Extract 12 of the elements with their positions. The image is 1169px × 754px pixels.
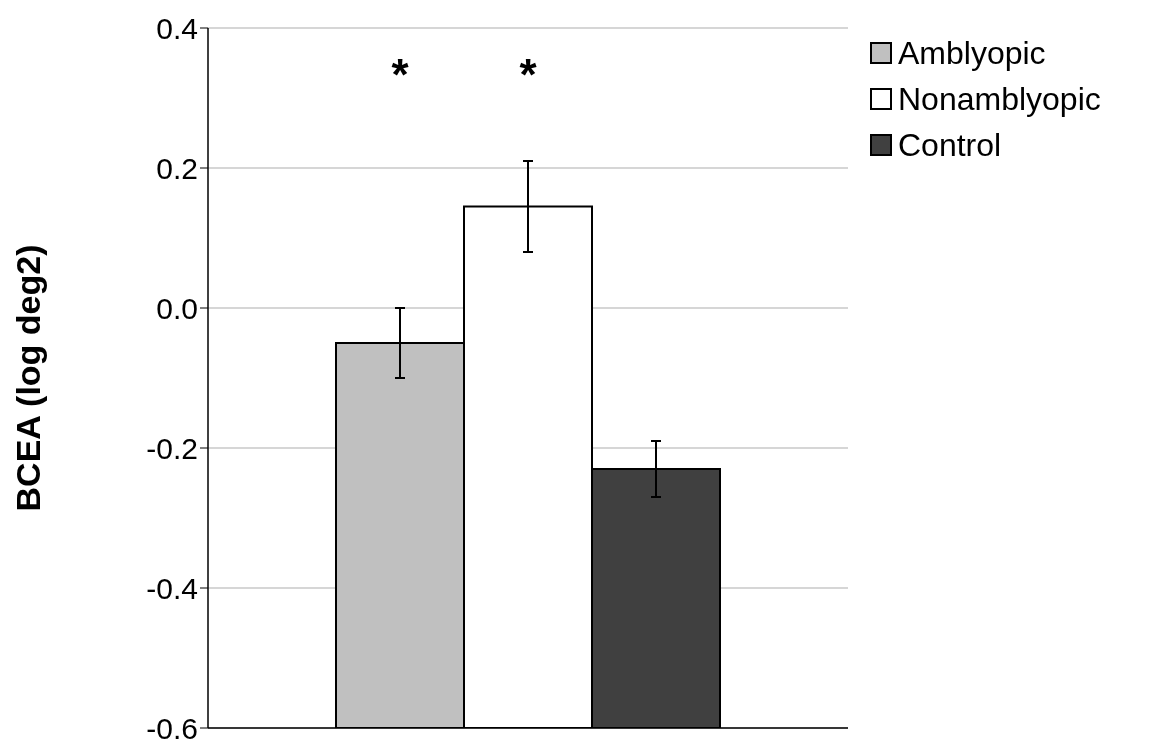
y-tick-label: 0.2 xyxy=(156,151,198,185)
annotation: * xyxy=(390,50,410,99)
annotation: * xyxy=(518,50,538,99)
legend-label: Control xyxy=(898,126,1002,164)
y-axis-title: BCEA (log deg2) xyxy=(9,244,48,512)
legend-label: Nonamblyopic xyxy=(898,80,1101,118)
y-tick-label: -0.2 xyxy=(146,431,198,465)
y-tick-label: 0.4 xyxy=(156,11,198,45)
y-tick-label: -0.4 xyxy=(146,571,198,605)
y-tick-label: 0.0 xyxy=(156,291,198,325)
y-tick-label: -0.6 xyxy=(146,711,198,745)
legend-label: Amblyopic xyxy=(898,34,1046,72)
